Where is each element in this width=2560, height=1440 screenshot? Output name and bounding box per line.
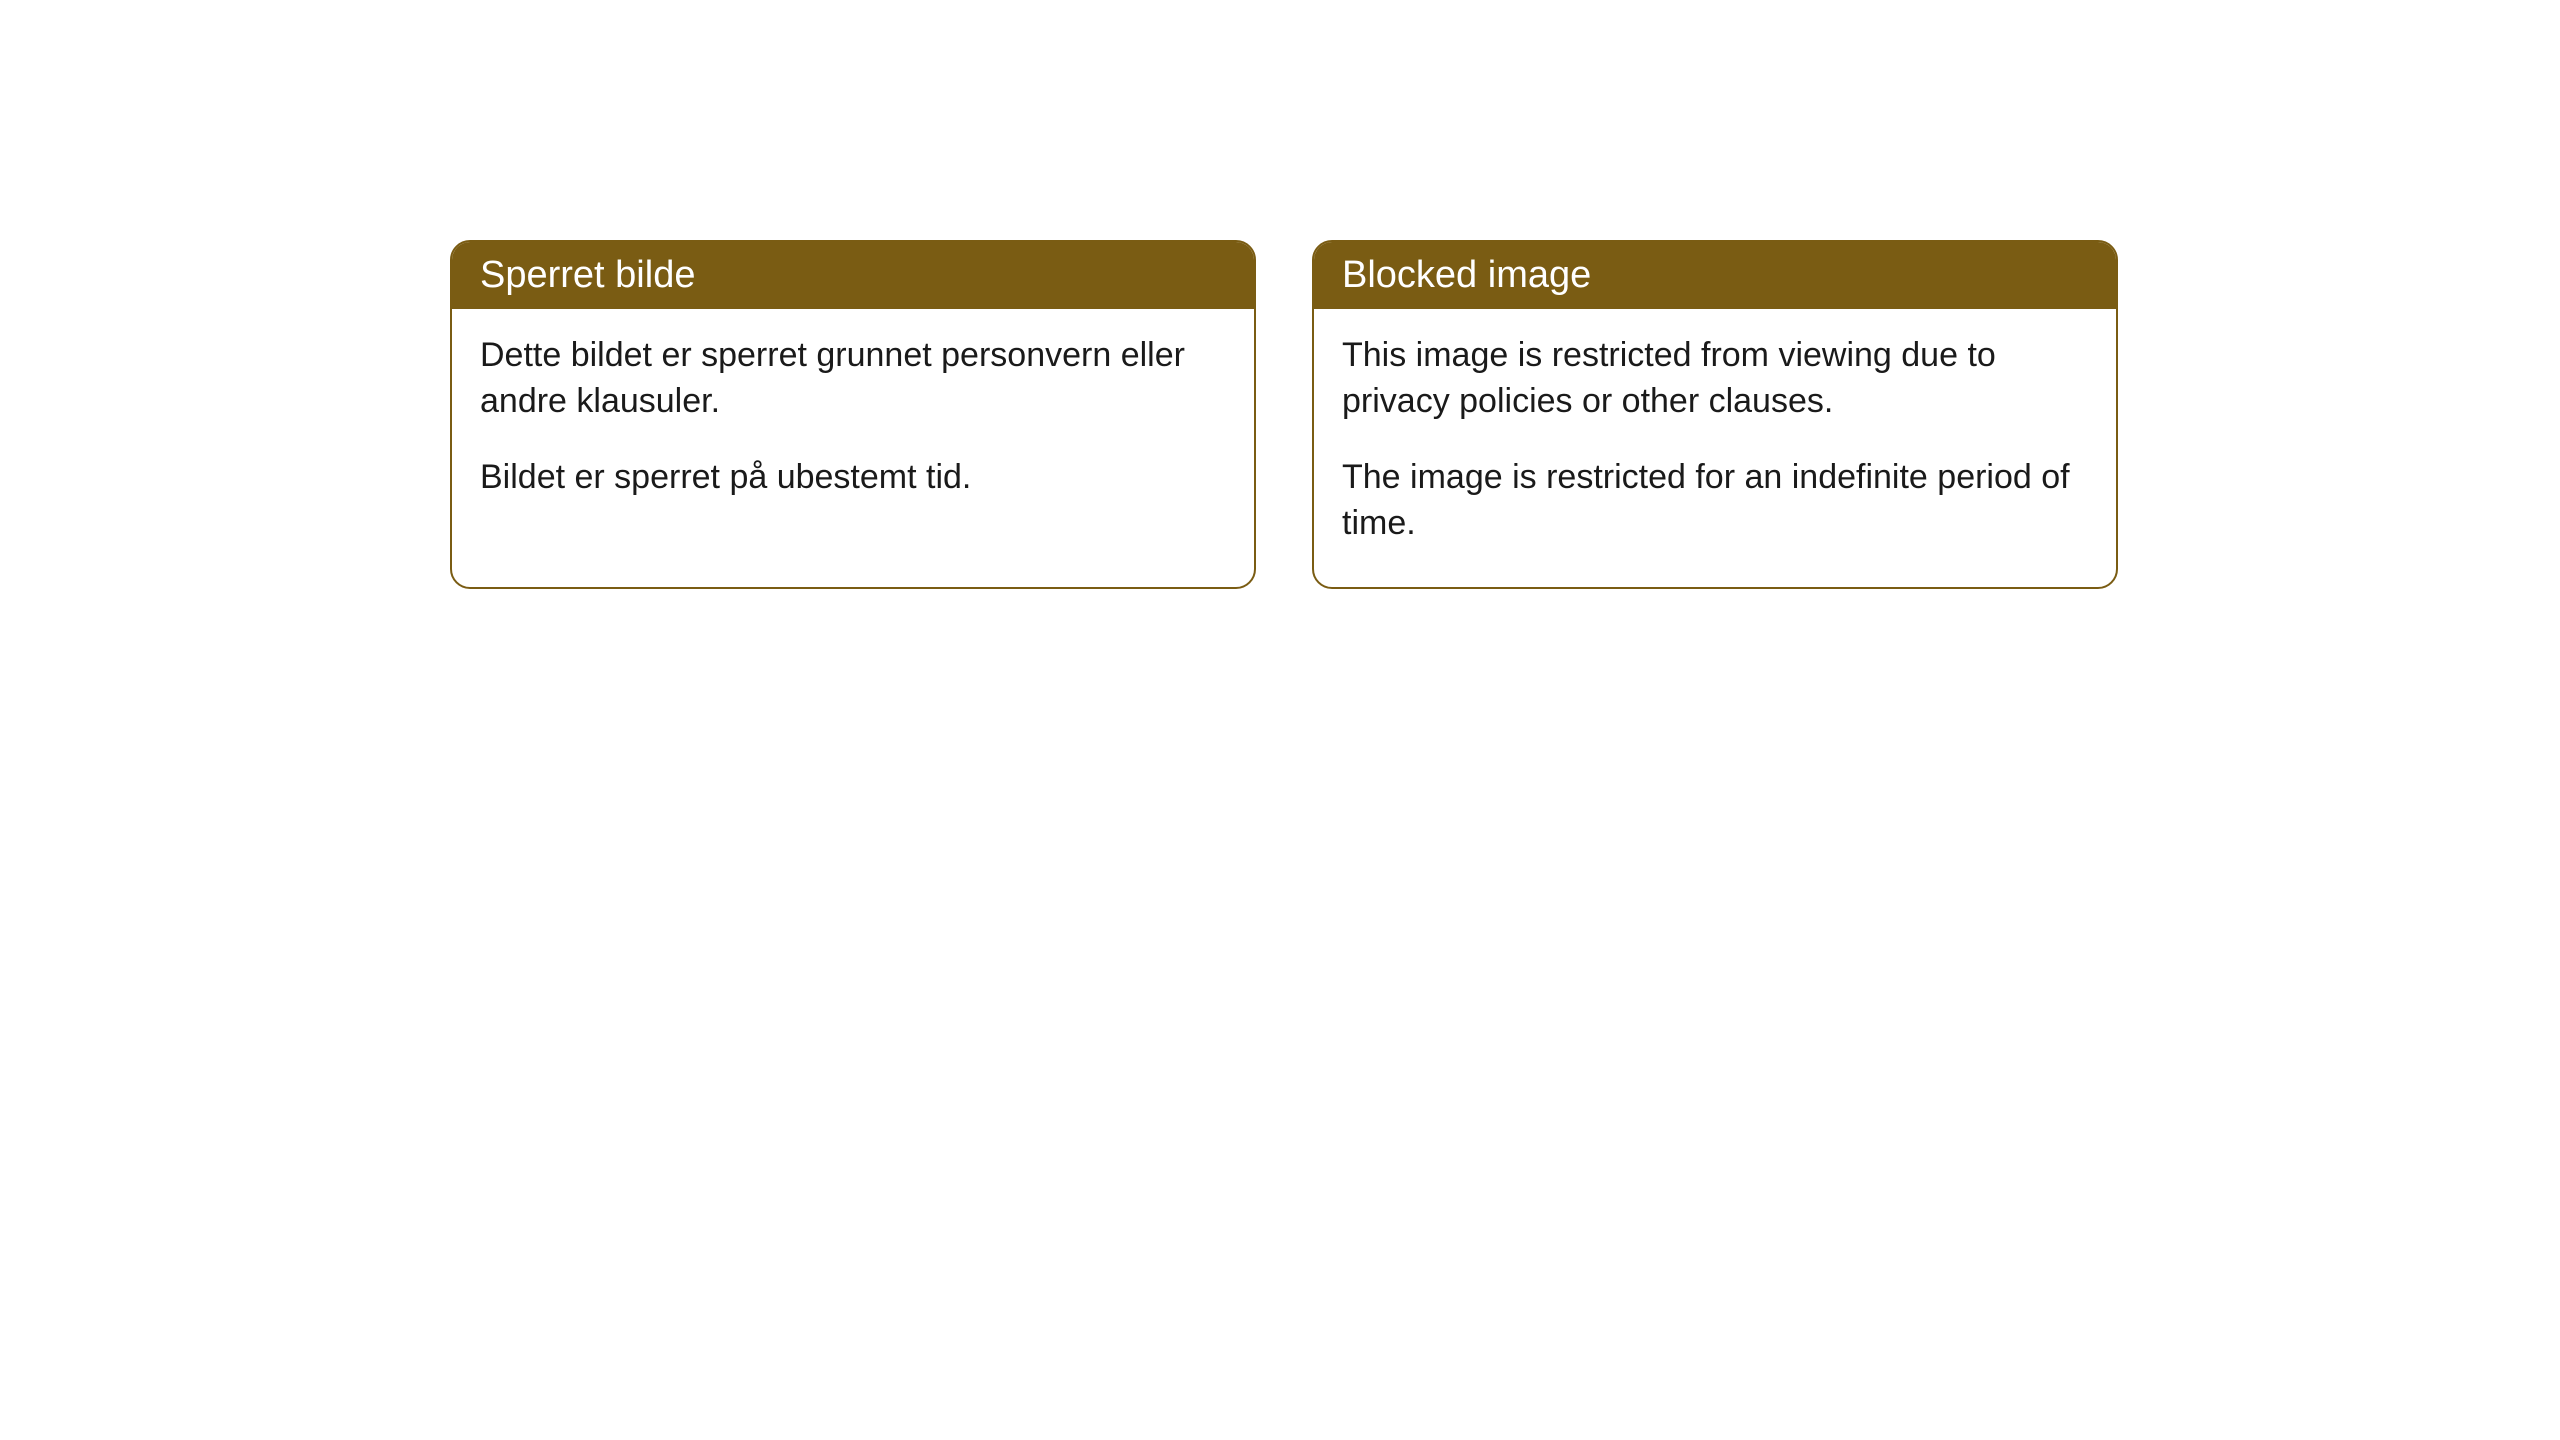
card-body: This image is restricted from viewing du… [1314,309,2116,587]
card-paragraph-1: Dette bildet er sperret grunnet personve… [480,333,1226,425]
card-header: Sperret bilde [452,242,1254,309]
notice-cards-container: Sperret bilde Dette bildet er sperret gr… [450,240,2118,589]
card-paragraph-2: The image is restricted for an indefinit… [1342,455,2088,547]
card-body: Dette bildet er sperret grunnet personve… [452,309,1254,541]
notice-card-english: Blocked image This image is restricted f… [1312,240,2118,589]
card-paragraph-2: Bildet er sperret på ubestemt tid. [480,455,1226,501]
card-header: Blocked image [1314,242,2116,309]
card-paragraph-1: This image is restricted from viewing du… [1342,333,2088,425]
notice-card-norwegian: Sperret bilde Dette bildet er sperret gr… [450,240,1256,589]
